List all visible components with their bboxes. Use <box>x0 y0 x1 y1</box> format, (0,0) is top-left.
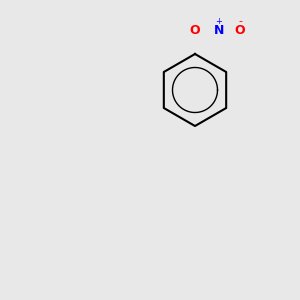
Text: N: N <box>214 23 224 37</box>
Text: -: - <box>238 16 242 26</box>
Text: +: + <box>216 16 222 26</box>
Text: O: O <box>190 23 200 37</box>
Text: O: O <box>235 23 245 37</box>
